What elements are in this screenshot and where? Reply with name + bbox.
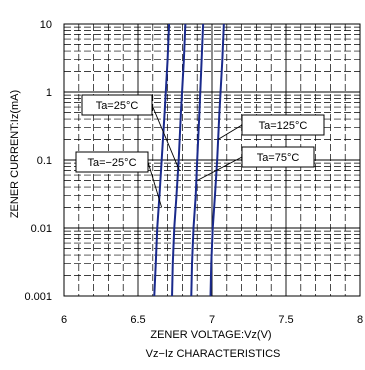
annotation-label: Ta=25°C xyxy=(96,100,139,112)
x-tick-label: 7.5 xyxy=(278,314,293,326)
annotation-leader xyxy=(151,104,180,171)
y-tick-label: 10 xyxy=(40,19,52,31)
y-tick-label: 0.1 xyxy=(37,155,52,167)
annotation-leader xyxy=(147,161,163,208)
plot-frame xyxy=(63,23,361,297)
y-tick-label: 1 xyxy=(46,87,52,99)
x-tick-labels: 6 6.5 7 7.5 8 xyxy=(61,314,363,326)
y-tick-label: 0.01 xyxy=(31,223,52,235)
x-tick-label: 7 xyxy=(209,314,215,326)
annotation-leader xyxy=(217,124,243,140)
annotation-label: Ta=125°C xyxy=(259,120,308,132)
annotation-leader xyxy=(196,156,243,181)
annotation-box xyxy=(241,146,315,168)
y-tick-label: 0.001 xyxy=(24,291,52,303)
annotation-label: Ta=−25°C xyxy=(87,157,136,169)
x-tick-label: 8 xyxy=(357,314,363,326)
y-tick-labels: 0.001 0.01 0.1 1 10 xyxy=(24,19,52,303)
series-line xyxy=(209,23,225,297)
x-axis-title: ZENER VOLTAGE:Vz(V) xyxy=(150,329,271,341)
curves xyxy=(153,23,225,297)
annotation-box xyxy=(75,151,149,173)
annotation-box xyxy=(81,94,153,116)
series-line xyxy=(171,23,187,297)
x-tick-label: 6 xyxy=(61,314,67,326)
x-tick-label: 6.5 xyxy=(130,314,145,326)
series-line xyxy=(190,23,205,297)
series-line xyxy=(153,23,171,297)
y-axis-title: ZENER CURRENT:Iz(mA) xyxy=(9,90,21,218)
chart-caption: Vz−Iz CHARACTERISTICS xyxy=(146,348,281,360)
annotation-box xyxy=(241,114,325,136)
annotations: Ta=25°C Ta=125°C Ta=−25°C Ta=75°C xyxy=(75,94,325,208)
annotation-label: Ta=75°C xyxy=(257,152,300,164)
